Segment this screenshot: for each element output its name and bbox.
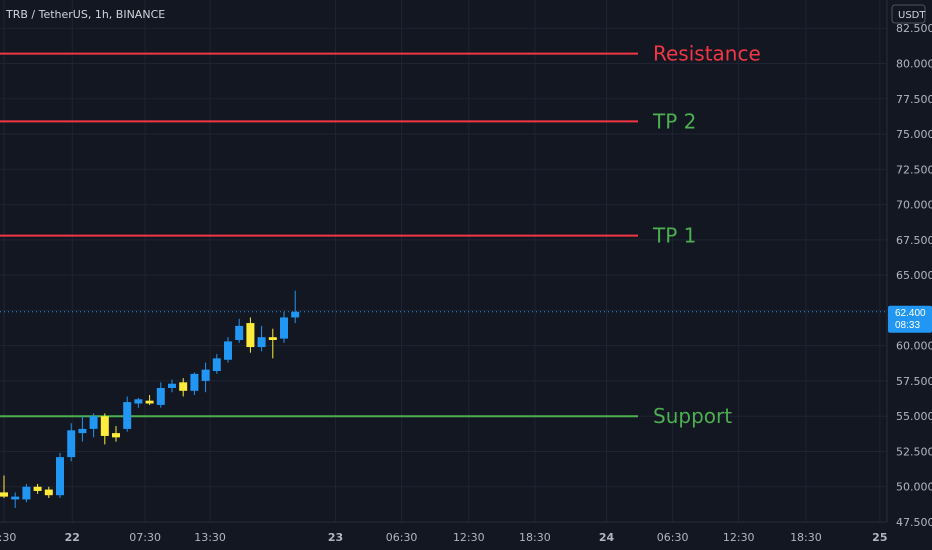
candle-body bbox=[0, 492, 8, 497]
price-tag-background bbox=[888, 305, 932, 333]
candle-body bbox=[190, 373, 199, 391]
candle bbox=[56, 452, 64, 499]
price-tick-label: 57.500 bbox=[896, 375, 932, 388]
time-tick-label: 22 bbox=[65, 531, 80, 544]
candle-body bbox=[33, 486, 42, 491]
price-tick-label: 70.000 bbox=[896, 199, 932, 212]
candle bbox=[235, 318, 244, 343]
candle-body bbox=[179, 382, 188, 391]
candle bbox=[89, 413, 98, 438]
candle-body bbox=[168, 383, 176, 388]
candle-body bbox=[291, 311, 300, 318]
candle bbox=[168, 379, 176, 393]
candle bbox=[291, 290, 300, 324]
candle-body bbox=[78, 428, 87, 434]
candle bbox=[22, 483, 31, 503]
candlestick-series bbox=[0, 290, 300, 508]
time-tick-label: 25 bbox=[872, 531, 887, 544]
candle-body bbox=[112, 433, 120, 438]
candle-body bbox=[123, 402, 132, 429]
price-tag-countdown: 08:33 bbox=[895, 320, 920, 331]
candle bbox=[134, 397, 143, 408]
candle bbox=[212, 354, 221, 374]
candle-body bbox=[201, 369, 210, 381]
candle bbox=[123, 396, 132, 432]
price-tick-label: 50.000 bbox=[896, 481, 932, 494]
candle bbox=[280, 311, 288, 343]
time-tick-label: 12:30 bbox=[723, 531, 755, 544]
candle bbox=[78, 416, 87, 442]
candle bbox=[67, 423, 76, 462]
candle bbox=[201, 362, 210, 393]
candle bbox=[268, 328, 277, 359]
price-tick-label: 60.000 bbox=[896, 340, 932, 353]
candle-body bbox=[22, 486, 31, 500]
price-tick-label: 47.500 bbox=[896, 516, 932, 529]
level-label: Support bbox=[653, 404, 732, 428]
candle bbox=[246, 317, 255, 353]
time-tick-label: 24 bbox=[599, 531, 615, 544]
candle-body bbox=[56, 457, 64, 496]
candle-body bbox=[212, 358, 221, 372]
candle-body bbox=[224, 341, 232, 360]
candle-body bbox=[44, 489, 53, 496]
level-label: TP 2 bbox=[652, 109, 696, 133]
time-tick-label: 13:30 bbox=[194, 531, 226, 544]
candle bbox=[224, 337, 232, 363]
candle bbox=[156, 382, 165, 408]
price-tick-label: 77.500 bbox=[896, 93, 932, 106]
price-tag-value: 62.400 bbox=[895, 308, 926, 319]
candle bbox=[44, 486, 53, 499]
candle-body bbox=[11, 496, 20, 500]
price-tick-label: 72.500 bbox=[896, 163, 932, 176]
horizontal-levels: Resistance TP 2 TP 1 Support bbox=[0, 42, 761, 428]
candle-body bbox=[89, 416, 98, 429]
symbol-title: TRB / TetherUS, 1h, BINANCE bbox=[5, 8, 165, 21]
candle-body bbox=[257, 337, 266, 348]
candle bbox=[145, 395, 154, 405]
candle-body bbox=[268, 337, 277, 341]
currency-badge[interactable]: USDT bbox=[891, 4, 926, 24]
price-tick-label: 52.500 bbox=[896, 445, 932, 458]
time-tick-label: 18:30 bbox=[790, 531, 822, 544]
price-axis[interactable]: 82.500 80.000 77.500 75.000 72.500 70.000 67.5… bbox=[896, 22, 932, 529]
price-tick-label: 65.000 bbox=[896, 269, 932, 282]
level-label: TP 1 bbox=[652, 224, 696, 248]
candle bbox=[0, 475, 8, 499]
candle-body bbox=[246, 323, 255, 348]
candle-body bbox=[280, 317, 288, 339]
time-axis[interactable]: 3:30 22 07:30 13:30 23 06:30 12:30 18:30 24 06:30… bbox=[0, 531, 887, 544]
currency-label: USDT bbox=[898, 10, 926, 21]
time-tick-label: 12:30 bbox=[453, 531, 485, 544]
candle-body bbox=[235, 325, 244, 341]
price-tick-label: 55.000 bbox=[896, 410, 932, 423]
candle-body bbox=[134, 399, 143, 404]
level-label: Resistance bbox=[653, 42, 761, 66]
candle bbox=[33, 483, 42, 494]
price-tick-label: 75.000 bbox=[896, 128, 932, 141]
candle-body bbox=[67, 430, 76, 458]
time-tick-label: 07:30 bbox=[129, 531, 161, 544]
time-tick-label: 23 bbox=[328, 531, 343, 544]
candle-body bbox=[156, 387, 165, 405]
price-tick-label: 80.000 bbox=[896, 57, 932, 70]
candle bbox=[179, 378, 188, 397]
price-tick-label: 82.500 bbox=[896, 22, 932, 35]
time-tick-label: 3:30 bbox=[0, 531, 16, 544]
candle bbox=[100, 413, 109, 445]
candle bbox=[257, 325, 266, 352]
time-tick-label: 06:30 bbox=[657, 531, 689, 544]
time-tick-label: 06:30 bbox=[386, 531, 418, 544]
current-price-tag: 62.400 08:33 bbox=[888, 305, 932, 333]
candle-body bbox=[145, 400, 154, 404]
candle bbox=[11, 492, 20, 508]
candle bbox=[190, 372, 199, 396]
candle-body bbox=[100, 416, 109, 436]
candle bbox=[112, 426, 120, 442]
price-tick-label: 67.500 bbox=[896, 234, 932, 247]
time-tick-label: 18:30 bbox=[519, 531, 551, 544]
currency-badge-frame bbox=[891, 4, 926, 24]
